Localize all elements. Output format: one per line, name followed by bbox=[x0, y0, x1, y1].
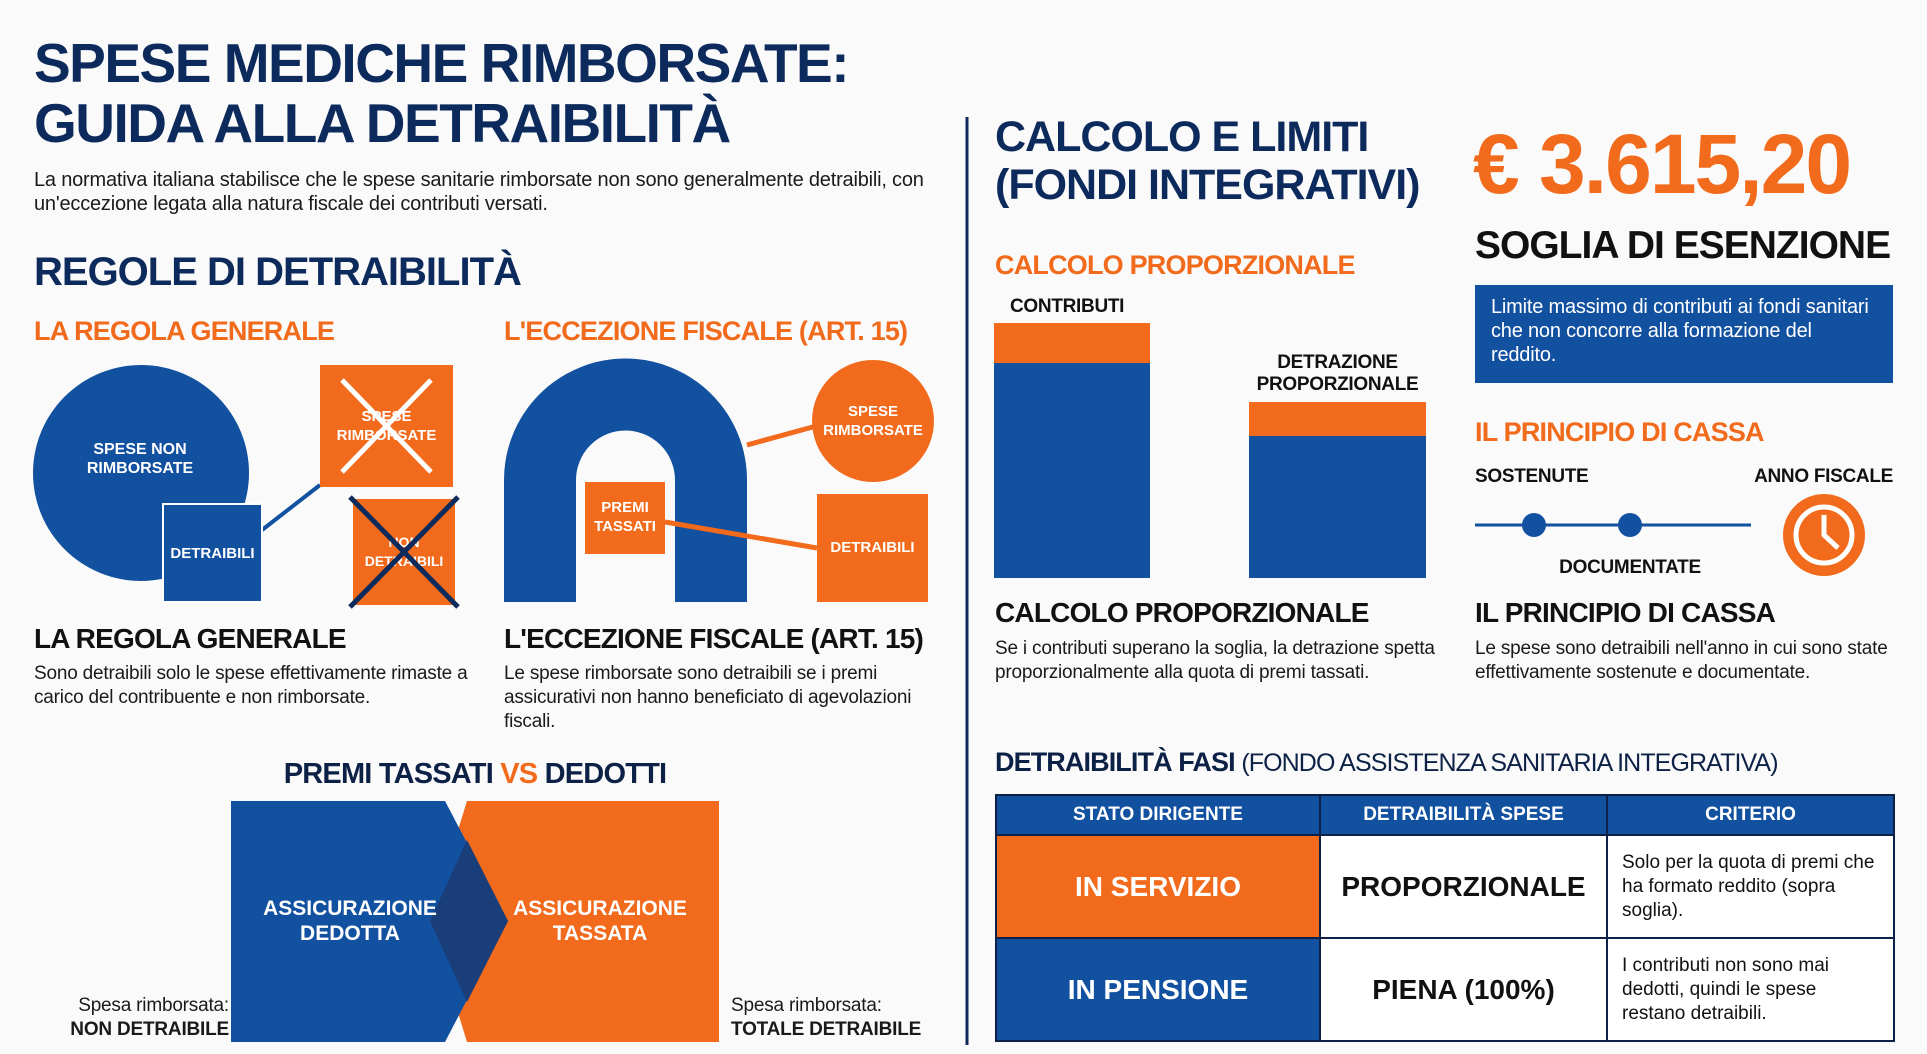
subheading: IL PRINCIPIO DI CASSA bbox=[1475, 597, 1776, 628]
title-part: DEDOTTI bbox=[544, 758, 667, 790]
cell: PIENA (100%) bbox=[1319, 937, 1608, 1042]
note-result: NON DETRAIBILE bbox=[70, 1019, 229, 1040]
cell: I contributi non sono mai dedotti, quind… bbox=[1606, 937, 1895, 1042]
diagram-label: SPESE NON RIMBORSATE bbox=[86, 441, 194, 477]
cell: Solo per la quota di premi che ha format… bbox=[1606, 834, 1895, 939]
label: IL PRINCIPIO DI CASSA bbox=[1475, 417, 1765, 447]
heading: (FONDI INTEGRATIVI) bbox=[995, 161, 1421, 209]
threshold-text: Limite massimo di contributi ai fondi sa… bbox=[1491, 296, 1869, 366]
intro: La normativa italiana stabilisce che le … bbox=[34, 169, 924, 215]
diagram-label: SPESE RIMBORSATE bbox=[823, 403, 923, 439]
shape bbox=[231, 801, 508, 1042]
paragraph: Le spese rimborsate sono detraibili se i… bbox=[504, 663, 912, 732]
table-row: IN SERVIZIO PROPORZIONALE Solo per la qu… bbox=[995, 834, 1895, 939]
paragraph: Le spese sono detraibili nell'anno in cu… bbox=[1475, 638, 1888, 683]
subheading: L'ECCEZIONE FISCALE (ART. 15) bbox=[504, 623, 924, 654]
diagram-label: SPESE RIMBORSATE bbox=[336, 408, 437, 444]
connector bbox=[664, 519, 818, 551]
paragraph: Sono detraibili solo le spese effettivam… bbox=[34, 663, 468, 708]
title-part: (FONDO ASSISTENZA SANITARIA INTEGRATIVA) bbox=[1241, 749, 1778, 777]
note: Spesa rimborsata: bbox=[731, 995, 882, 1016]
bar bbox=[994, 323, 1150, 578]
box bbox=[162, 503, 263, 603]
title-part: DETRAIBILITÀ FASI bbox=[995, 747, 1236, 777]
panel bbox=[1475, 285, 1893, 383]
timeline-label: DOCUMENTATE bbox=[1559, 557, 1701, 578]
comparison-title: PREMI TASSATI VS DEDOTTI bbox=[231, 758, 719, 791]
box bbox=[585, 482, 665, 554]
subheading: LA REGOLA GENERALE bbox=[34, 623, 347, 654]
connector bbox=[746, 422, 821, 448]
table-row: IN PENSIONE PIENA (100%) I contributi no… bbox=[995, 937, 1895, 1042]
subheading: CALCOLO PROPORZIONALE bbox=[995, 597, 1369, 628]
dot bbox=[1618, 513, 1642, 537]
shape bbox=[430, 801, 719, 1042]
title: SPESE MEDICHE RIMBORSATE: bbox=[34, 32, 850, 94]
shape-label: ASSICURAZIONE TASSATA bbox=[513, 897, 687, 945]
cell: IN SERVIZIO bbox=[995, 834, 1321, 939]
box bbox=[817, 494, 928, 602]
table-title: DETRAIBILITÀ FASI (FONDO ASSISTENZA SANI… bbox=[995, 747, 1779, 778]
note: Spesa rimborsata: bbox=[78, 995, 229, 1016]
diagram-label: DETRAIBILI bbox=[830, 539, 915, 556]
connector bbox=[260, 483, 322, 532]
title-part: PREMI TASSATI bbox=[283, 758, 494, 790]
bar-top bbox=[994, 323, 1150, 363]
clock-face bbox=[1793, 504, 1855, 566]
arch bbox=[504, 358, 747, 602]
clock-hands bbox=[1821, 515, 1840, 550]
table: STATO DIRIGENTE DETRAIBILITÀ SPESE CRITE… bbox=[995, 794, 1895, 1042]
diagram-label: DETRAIBILI bbox=[170, 545, 255, 562]
paragraph: Se i contributi superano la soglia, la d… bbox=[995, 638, 1435, 683]
diagram-label: PREMI TASSATI bbox=[594, 499, 656, 535]
timeline-label: SOSTENUTE bbox=[1475, 466, 1589, 487]
table-header: STATO DIRIGENTE DETRAIBILITÀ SPESE CRITE… bbox=[995, 794, 1895, 836]
shape-label: ASSICURAZIONE DEDOTTA bbox=[263, 897, 437, 945]
label: CALCOLO PROPORZIONALE bbox=[995, 250, 1356, 280]
overlap bbox=[430, 840, 508, 1002]
circle bbox=[812, 360, 934, 482]
bar-top bbox=[1249, 402, 1426, 436]
label: L'ECCEZIONE FISCALE (ART. 15) bbox=[504, 316, 908, 346]
heading: REGOLE DI DETRAIBILITÀ bbox=[34, 250, 522, 294]
diagram-label: NON DETRAIBILI bbox=[364, 534, 444, 569]
bar-label: DETRAZIONE PROPORZIONALE bbox=[1256, 352, 1419, 395]
threshold-value: € 3.615,20 bbox=[1473, 117, 1852, 211]
title-part: VS bbox=[500, 758, 538, 790]
threshold-title: SOGLIA DI ESENZIONE bbox=[1475, 224, 1891, 267]
cell: IN PENSIONE bbox=[995, 937, 1321, 1042]
column-header: CRITERIO bbox=[1606, 794, 1895, 836]
heading: CALCOLO E LIMITI bbox=[995, 113, 1369, 161]
column-header: DETRAIBILITÀ SPESE bbox=[1319, 794, 1608, 836]
bar-label: CONTRIBUTI bbox=[1010, 296, 1125, 317]
note-result: TOTALE DETRAIBILE bbox=[731, 1019, 922, 1040]
timeline-label: ANNO FISCALE bbox=[1754, 466, 1893, 487]
cell: PROPORZIONALE bbox=[1319, 834, 1608, 939]
title: GUIDA ALLA DETRAIBILITÀ bbox=[34, 92, 731, 154]
label: LA REGOLA GENERALE bbox=[34, 316, 335, 346]
dot bbox=[1522, 513, 1546, 537]
column-header: STATO DIRIGENTE bbox=[995, 794, 1321, 836]
